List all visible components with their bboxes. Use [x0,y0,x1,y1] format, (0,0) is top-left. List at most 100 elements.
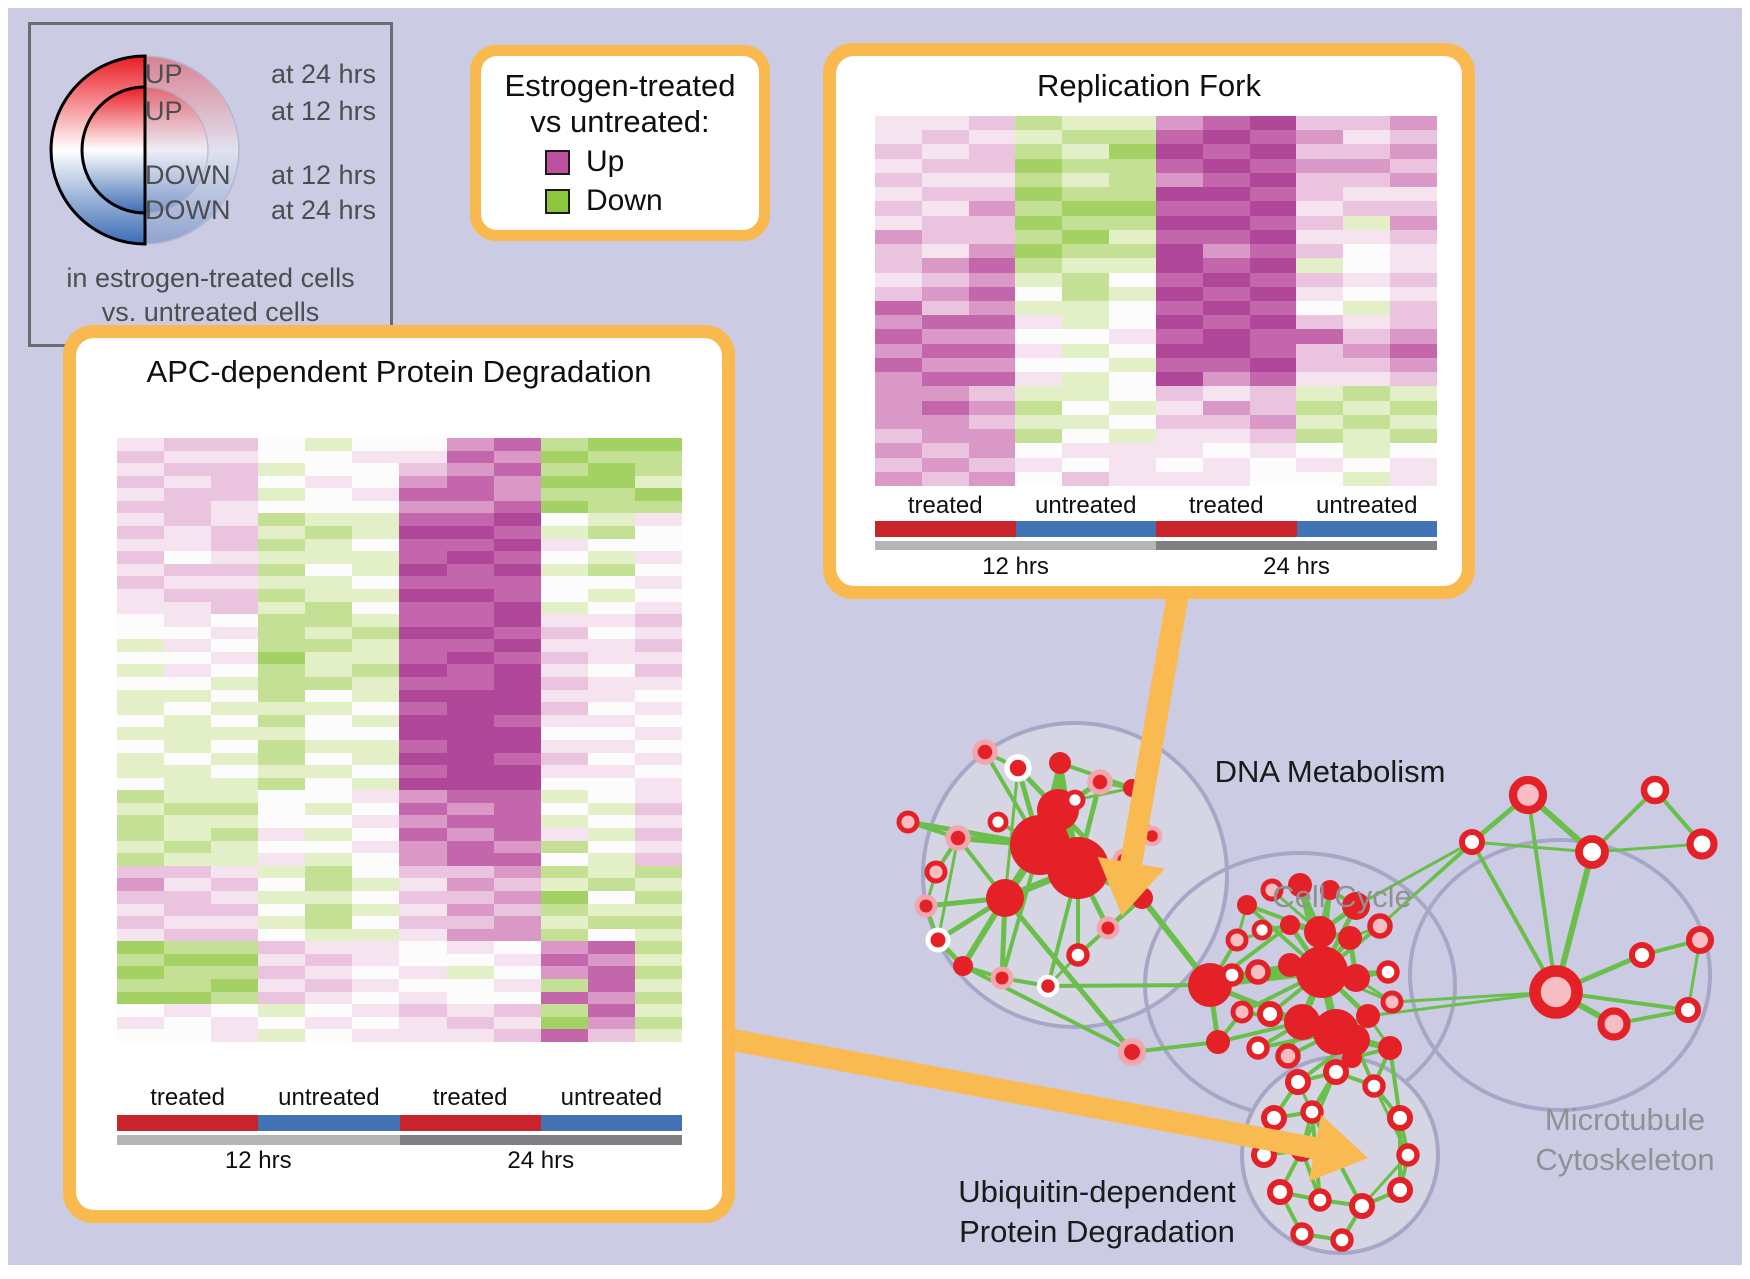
heatmap-cell [164,966,212,980]
heatmap-cell [1202,286,1250,301]
heatmap-cell [1249,329,1297,344]
heatmap-cell [540,853,588,866]
heatmap-cell [1202,386,1250,401]
heatmap-cell [1249,300,1297,316]
heatmap-cell [634,727,682,740]
heatmap-cell [1109,372,1156,387]
heatmap-cell [164,677,212,690]
heatmap-cell [399,463,447,476]
network-node [1320,880,1340,900]
panel-title: Replication Fork [1037,68,1261,103]
heatmap-cell [1296,258,1344,273]
heatmap-cell [352,551,400,564]
heatmap-cell [446,438,494,451]
heatmap-cell [117,777,165,791]
heatmap-cell [258,488,306,501]
condition-bar-segment [875,521,1016,537]
heatmap-cell [540,916,588,929]
heatmap-cell [634,500,682,514]
heatmap-cell [399,614,447,627]
heatmap-cell [211,488,259,501]
heatmap-cell [587,526,635,539]
heatmap-cell [921,144,969,159]
heatmap-cell [399,639,447,652]
heatmap-cell [211,714,259,728]
heatmap-cell [1343,372,1391,387]
heatmap-cell [634,790,682,803]
heatmap-cell [540,790,588,803]
heatmap-cell [1343,443,1391,458]
heatmap-cell [875,130,922,145]
heatmap-cell [540,475,588,489]
condition-group-label: treated [1188,492,1264,519]
heatmap-cell [875,258,922,273]
network-node [1260,878,1284,902]
heatmap-cell [211,878,259,891]
cluster-label: Protein Degradation [959,1214,1235,1249]
heatmap-cell [540,576,588,589]
heatmap-cell [1109,130,1156,145]
heatmap-cell [258,979,306,992]
heatmap-cell [921,329,969,344]
heatmap-cell [1249,201,1297,216]
network-node [1296,946,1348,998]
heatmap-cell [446,563,494,577]
heatmap-cell [1155,386,1203,401]
heatmap-cell [875,329,922,344]
heatmap-cell [1249,144,1297,159]
heatmap-cell [352,563,400,577]
heatmap-cell [164,1029,212,1042]
heatmap-cell [1343,229,1391,245]
heatmap-cell [634,739,682,753]
heatmap-cell [1202,116,1250,131]
heatmap-cell [258,438,306,451]
heatmap-cell [1015,244,1063,259]
heatmap-cell [1015,386,1063,401]
heatmap-cell [211,903,259,917]
heatmap-cell [1390,315,1437,330]
heatmap-cell [493,727,541,740]
heatmap-cell [117,601,165,615]
heatmap-cell [587,563,635,577]
heatmap-cell [446,765,494,778]
estrogen-legend-title: Estrogen-treated vs untreated: [505,68,736,140]
heatmap-cell [1343,144,1391,159]
condition-bar-segment [399,1115,541,1131]
heatmap-cell [211,438,259,451]
heatmap-cell [258,828,306,841]
heatmap-cell [1015,130,1063,145]
heatmap-cell [493,463,541,476]
heatmap-cell [1343,215,1391,230]
heatmap-cell [1390,272,1437,287]
heatmap-cell [921,386,969,401]
heatmap-cell [1343,457,1391,472]
heatmap-cell [634,928,682,942]
heatmap-cell [164,815,212,829]
heatmap-cell [305,739,353,753]
heatmap-cell [968,201,1016,216]
heatmap-cell [1296,172,1344,188]
heatmap-cell [117,979,165,992]
heatmap-cell [399,1029,447,1042]
heatmap-cell [399,651,447,665]
heatmap-cell [211,614,259,627]
heatmap-cell [968,471,1016,486]
network-node [1349,1193,1375,1219]
heatmap-cell [1249,386,1297,401]
heatmap-cell [921,158,969,173]
network-node [986,879,1024,917]
heatmap-cell [875,315,922,330]
heatmap-cell [587,727,635,740]
heatmap-cell [117,853,165,866]
heatmap-cell [968,187,1016,202]
heatmap-cell [921,400,969,415]
heatmap-cell [211,966,259,980]
heatmap-cell [1249,457,1297,472]
condition-bar-segment [1296,521,1437,537]
heatmap-cell [211,815,259,829]
heatmap-cell [1390,357,1437,373]
heatmap-cell [1155,457,1203,472]
heatmap-cell [1062,116,1110,131]
condition-group-label: untreated [560,1084,663,1111]
heatmap-cell [164,739,212,753]
